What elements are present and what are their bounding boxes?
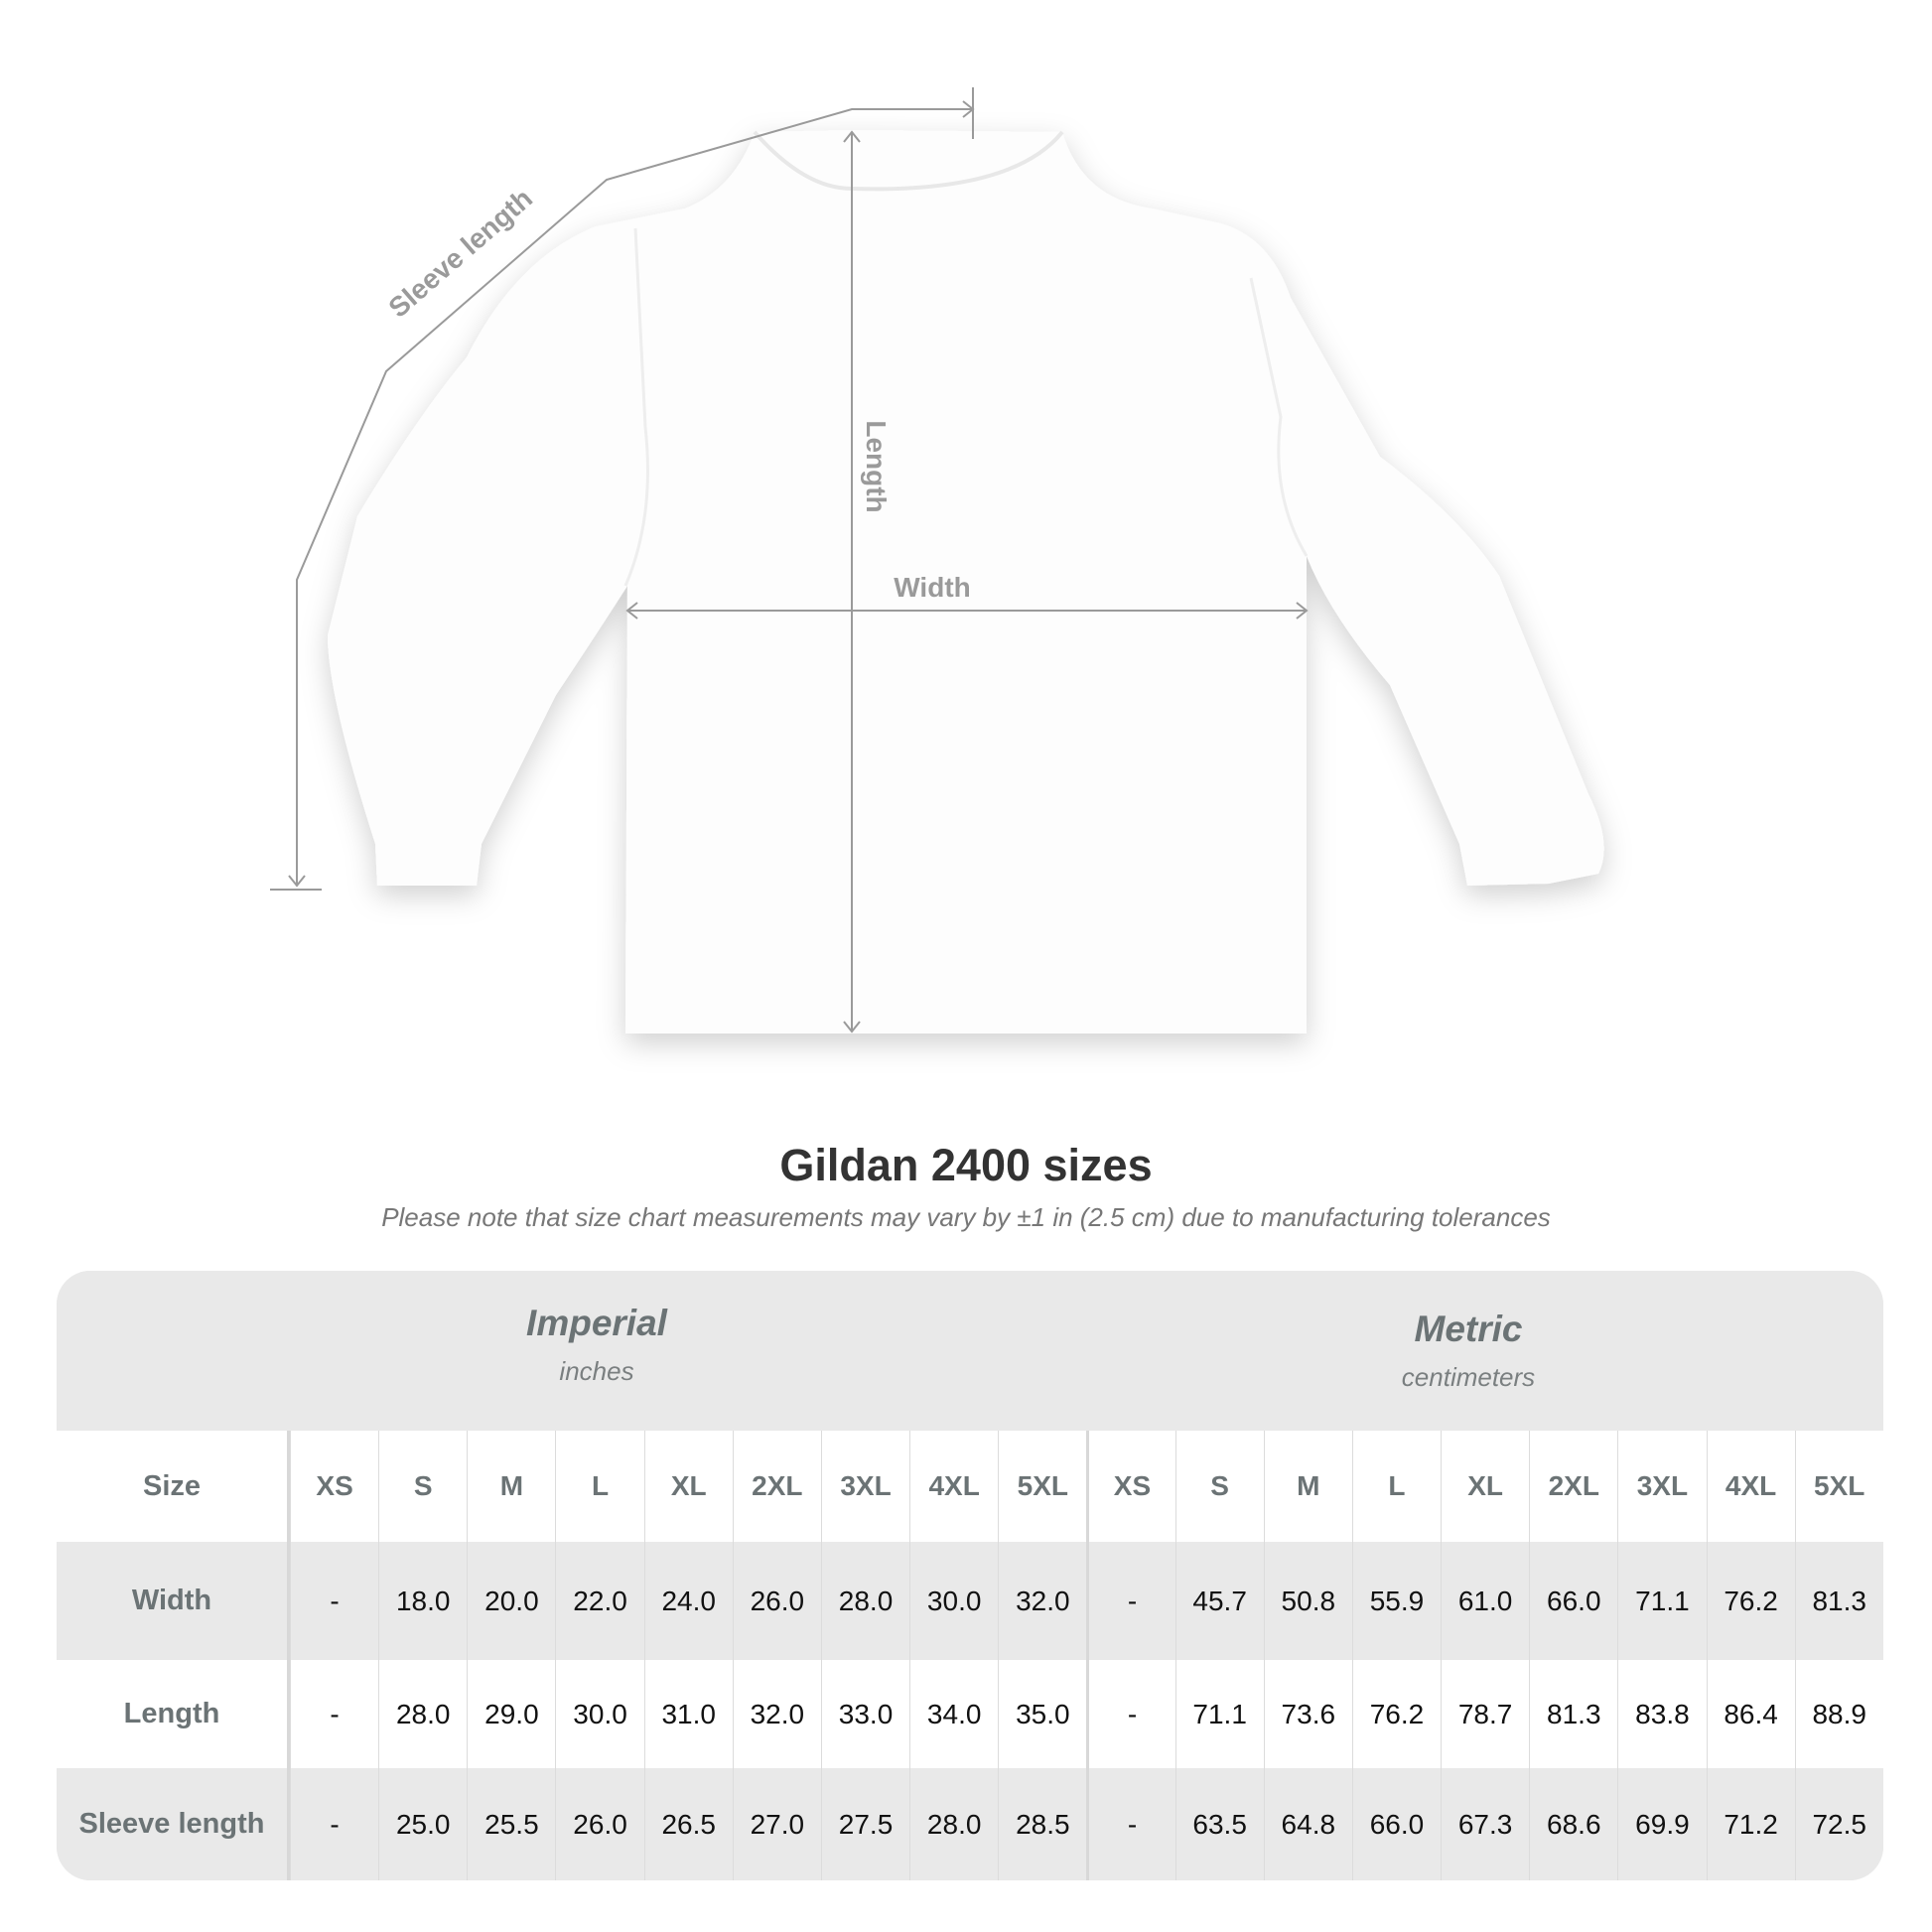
table-row-width: Width -18.0 20.0 22.0 24.0 26.0 28.0 30.0 32.0-4… [57, 1542, 1883, 1660]
table-row-length: Length -28.0 29.0 30.0 31.0 32.0 33.0 34.0 35.0-… [57, 1660, 1883, 1768]
metric-size-xl: XL [1441, 1431, 1529, 1542]
imperial-value-cell: 30.0 [555, 1660, 643, 1768]
imperial-value-cell: 28.0 [378, 1660, 467, 1768]
metric-value-cell: 86.4 [1706, 1660, 1795, 1768]
imperial-value-cell: 33.0 [820, 1660, 909, 1768]
imperial-header: Imperial inches [348, 1303, 845, 1387]
imperial-value-cell: 18.0 [378, 1542, 467, 1660]
metric-value-cell: 88.9 [1794, 1660, 1883, 1768]
metric-value-cell: 81.3 [1794, 1542, 1883, 1660]
metric-value-cell: 63.5 [1174, 1768, 1264, 1880]
imperial-size-l: L [555, 1431, 643, 1542]
imperial-size-xs: XS [290, 1431, 378, 1542]
imperial-unit: inches [559, 1356, 634, 1386]
imperial-value-cell: 22.0 [555, 1542, 643, 1660]
imperial-value-cell: 25.0 [378, 1768, 467, 1880]
imperial-value-cell: 31.0 [643, 1660, 733, 1768]
imperial-size-m: M [467, 1431, 555, 1542]
metric-unit: centimeters [1401, 1362, 1536, 1392]
metric-size-l: L [1351, 1431, 1441, 1542]
imperial-value-cell: 26.5 [643, 1768, 733, 1880]
imperial-value-cell: 27.5 [820, 1768, 909, 1880]
metric-value-cell: 76.2 [1706, 1542, 1795, 1660]
row-label: Length [57, 1660, 290, 1768]
metric-value-cell: 69.9 [1617, 1768, 1706, 1880]
metric-value-cell: 76.2 [1351, 1660, 1441, 1768]
metric-value-cell: 67.3 [1441, 1768, 1529, 1880]
metric-value-cell: 66.0 [1529, 1542, 1617, 1660]
size-column-header: Size [57, 1431, 290, 1542]
imperial-size-4xl: 4XL [909, 1431, 998, 1542]
imperial-value-cell: 34.0 [909, 1660, 998, 1768]
metric-value-cell: 71.1 [1174, 1660, 1264, 1768]
metric-value-cell: 78.7 [1441, 1660, 1529, 1768]
imperial-value-cell: - [290, 1660, 378, 1768]
imperial-value-cell: 27.0 [732, 1768, 821, 1880]
metric-header: Metric centimeters [1220, 1309, 1717, 1393]
length-label: Length [861, 420, 892, 512]
size-header-row: Size XS S M L XL 2XL 3XL 4XL 5XL XS S M L XL 2XL 3XL 4XL 5… [57, 1431, 1883, 1542]
metric-value-cell: 55.9 [1351, 1542, 1441, 1660]
imperial-value-cell: 30.0 [909, 1542, 998, 1660]
imperial-value-cell: 26.0 [732, 1542, 821, 1660]
size-table: Imperial inches Metric centimeters Size X… [57, 1271, 1883, 1880]
metric-value-cell: 68.6 [1529, 1768, 1617, 1880]
metric-value-cell: 50.8 [1263, 1542, 1352, 1660]
metric-size-3xl: 3XL [1617, 1431, 1706, 1542]
metric-title: Metric [1414, 1309, 1523, 1349]
imperial-title: Imperial [526, 1303, 667, 1343]
units-header: Imperial inches Metric centimeters [57, 1271, 1883, 1431]
imperial-value-cell: 32.0 [998, 1542, 1086, 1660]
metric-value-cell: 72.5 [1794, 1768, 1883, 1880]
imperial-size-2xl: 2XL [732, 1431, 821, 1542]
metric-value-cell: - [1086, 1660, 1174, 1768]
row-label: Width [57, 1542, 290, 1660]
imperial-value-cell: 32.0 [732, 1660, 821, 1768]
imperial-value-cell: 26.0 [555, 1768, 643, 1880]
imperial-value-cell: 29.0 [467, 1660, 555, 1768]
metric-value-cell: 73.6 [1263, 1660, 1352, 1768]
long-sleeve-shirt-illustration [328, 130, 1604, 1034]
metric-value-cell: 66.0 [1351, 1768, 1441, 1880]
metric-size-m: M [1263, 1431, 1352, 1542]
imperial-size-xl: XL [643, 1431, 733, 1542]
metric-size-4xl: 4XL [1706, 1431, 1795, 1542]
imperial-size-s: S [378, 1431, 467, 1542]
imperial-value-cell: - [290, 1542, 378, 1660]
imperial-value-cell: 24.0 [643, 1542, 733, 1660]
page-title: Gildan 2400 sizes [779, 1140, 1153, 1190]
imperial-value-cell: - [290, 1768, 378, 1880]
metric-value-cell: - [1086, 1542, 1174, 1660]
imperial-value-cell: 25.5 [467, 1768, 555, 1880]
metric-value-cell: - [1086, 1768, 1174, 1880]
imperial-value-cell: 35.0 [998, 1660, 1086, 1768]
imperial-value-cell: 28.0 [820, 1542, 909, 1660]
metric-value-cell: 61.0 [1441, 1542, 1529, 1660]
metric-size-s: S [1174, 1431, 1264, 1542]
metric-size-2xl: 2XL [1529, 1431, 1617, 1542]
imperial-value-cell: 28.0 [909, 1768, 998, 1880]
metric-size-xs: XS [1086, 1431, 1174, 1542]
metric-value-cell: 81.3 [1529, 1660, 1617, 1768]
metric-value-cell: 64.8 [1263, 1768, 1352, 1880]
width-label: Width [894, 572, 971, 603]
sleeve-length-measure-line [296, 108, 973, 886]
row-label: Sleeve length [57, 1768, 290, 1880]
imperial-size-3xl: 3XL [820, 1431, 909, 1542]
table-row-sleeve-length: Sleeve length -25.0 25.5 26.0 26.5 27.0 27.5 28… [57, 1768, 1883, 1880]
imperial-size-5xl: 5XL [998, 1431, 1086, 1542]
metric-value-cell: 83.8 [1617, 1660, 1706, 1768]
tolerance-note: Please note that size chart measurements… [381, 1202, 1551, 1232]
shirt-diagram: Sleeve length Length Width [270, 87, 1604, 1034]
imperial-value-cell: 20.0 [467, 1542, 555, 1660]
imperial-value-cell: 28.5 [998, 1768, 1086, 1880]
metric-size-5xl: 5XL [1794, 1431, 1883, 1542]
metric-value-cell: 71.2 [1706, 1768, 1795, 1880]
metric-value-cell: 71.1 [1617, 1542, 1706, 1660]
metric-value-cell: 45.7 [1174, 1542, 1264, 1660]
